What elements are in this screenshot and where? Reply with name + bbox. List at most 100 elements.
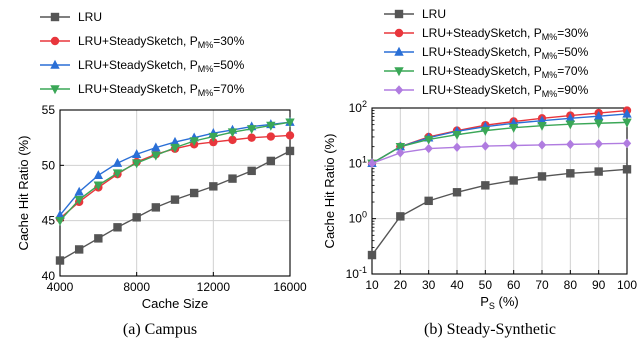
data-point (285, 131, 295, 140)
legend-marker (394, 28, 404, 38)
y-tick-label: 10-1 (346, 265, 367, 281)
data-point (285, 146, 295, 156)
data-point (395, 142, 406, 152)
data-point (537, 121, 547, 131)
y-tick-label: 100 (349, 210, 367, 226)
legend-label: LRU+SteadySketch, PM%=50% (78, 58, 245, 74)
series-line (371, 142, 628, 164)
data-point (170, 143, 180, 153)
legend: LRU LRU+SteadySketch, PM%=30% LRU+SteadySk… (40, 10, 245, 98)
data-point (622, 165, 632, 174)
legend-label: LRU (78, 10, 102, 24)
data-point (481, 141, 490, 151)
caption-campus: (a) Campus (123, 321, 197, 338)
legend-marker (394, 85, 404, 95)
data-point (170, 195, 180, 204)
chart-campus: 4000 8000 12000 16000 40 45 50 55 Cache Hit Rati… (16, 10, 307, 311)
data-point (509, 176, 518, 185)
data-point (593, 119, 604, 129)
legend-label: LRU+SteadySketch, PM%=30% (422, 26, 589, 42)
legend-marker (394, 9, 404, 19)
data-point (367, 158, 377, 169)
data-point (94, 234, 103, 243)
data-point (285, 118, 295, 128)
data-point (131, 149, 142, 158)
data-point (424, 196, 433, 206)
data-point (565, 120, 576, 130)
data-point (228, 135, 237, 145)
data-point (452, 130, 462, 140)
data-point (452, 188, 462, 197)
x-tick-label: 80 (564, 278, 578, 292)
legend-marker (50, 12, 60, 22)
series-line (371, 109, 628, 164)
data-point (537, 140, 547, 150)
y-tick-label: 45 (42, 214, 56, 228)
data-point (227, 128, 238, 138)
x-axis-label: PS (%) (480, 294, 519, 311)
legend: LRU LRU+SteadySketch, PM%=30% LRU+SteadySk… (384, 7, 589, 99)
data-point (113, 223, 122, 232)
data-point (189, 188, 199, 198)
data-point (55, 209, 65, 219)
y-tick-label: 102 (349, 99, 367, 115)
legend-marker (394, 46, 404, 56)
plot-frame (371, 107, 628, 275)
data-point (55, 216, 65, 226)
data-point (396, 148, 405, 158)
data-point (246, 125, 257, 135)
data-point (112, 157, 123, 167)
x-tick-label: 20 (394, 278, 408, 292)
data-point (266, 121, 276, 131)
legend-label: LRU+SteadySketch, PM%=30% (78, 34, 245, 50)
data-point (189, 137, 199, 147)
data-point (132, 213, 141, 222)
data-point (509, 140, 518, 151)
data-point (481, 181, 490, 190)
data-point (452, 142, 462, 152)
series-3 (55, 118, 295, 226)
data-point (367, 250, 377, 260)
data-point (537, 172, 547, 181)
y-tick-label: 101 (349, 154, 367, 170)
series-0 (367, 165, 632, 260)
caption-steady-synthetic: (b) Steady-Synthetic (424, 321, 556, 338)
data-point (208, 132, 219, 142)
data-point (209, 182, 218, 191)
legend-marker (394, 67, 404, 77)
series-1 (367, 106, 632, 168)
x-tick-label: 30 (422, 278, 436, 292)
data-point (593, 111, 604, 120)
x-tick-label: 8000 (123, 280, 150, 294)
data-point (112, 169, 123, 179)
data-point (151, 151, 161, 161)
data-point (594, 139, 603, 149)
series-0 (55, 146, 295, 265)
data-point (266, 156, 276, 166)
data-point (151, 203, 161, 212)
y-tick-label: 50 (42, 158, 56, 172)
data-point (423, 135, 434, 145)
legend-label: LRU+SteadySketch, PM%=90% (422, 83, 589, 99)
data-point (228, 174, 237, 183)
series-4 (367, 138, 632, 169)
legend-marker (50, 85, 60, 95)
x-tick-label: 100 (617, 278, 637, 292)
data-point (566, 169, 575, 178)
series-line (371, 113, 628, 164)
data-point (209, 137, 218, 147)
data-point (566, 139, 575, 150)
series-2 (367, 108, 632, 168)
x-tick-label: 16000 (273, 280, 307, 294)
series-line (371, 168, 628, 256)
data-point (247, 166, 256, 176)
data-point (622, 108, 632, 118)
data-point (480, 126, 491, 136)
data-point (565, 113, 576, 123)
data-point (93, 170, 104, 179)
data-point (508, 124, 519, 133)
data-point (622, 138, 632, 149)
legend-label: LRU+SteadySketch, PM%=70% (422, 64, 589, 80)
legend-label: LRU (422, 7, 446, 21)
data-point (93, 181, 104, 191)
